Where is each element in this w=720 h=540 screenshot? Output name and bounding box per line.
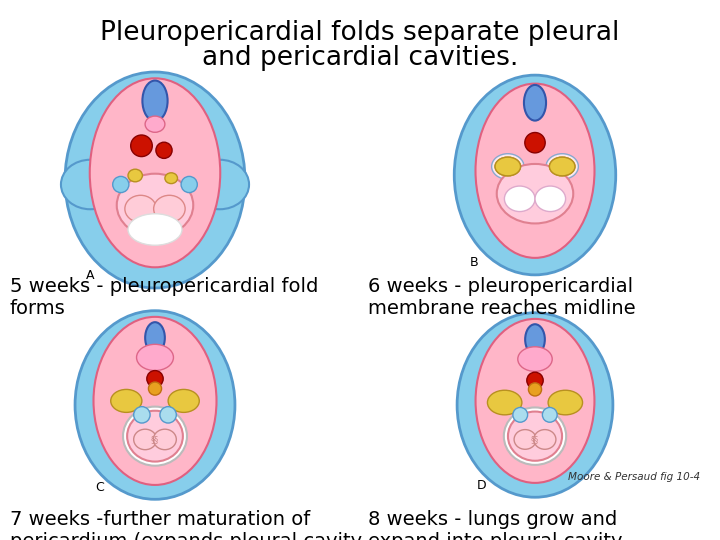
- Ellipse shape: [475, 319, 595, 483]
- Ellipse shape: [524, 85, 546, 120]
- Ellipse shape: [549, 157, 575, 176]
- Ellipse shape: [495, 157, 521, 176]
- Ellipse shape: [165, 173, 178, 184]
- Text: 6 weeks - pleuropericardial
membrane reaches midline: 6 weeks - pleuropericardial membrane rea…: [368, 277, 636, 318]
- Ellipse shape: [492, 154, 524, 179]
- Circle shape: [148, 382, 161, 395]
- Ellipse shape: [525, 324, 545, 355]
- Ellipse shape: [61, 160, 120, 209]
- Circle shape: [134, 407, 150, 423]
- Ellipse shape: [145, 116, 165, 132]
- Ellipse shape: [75, 310, 235, 500]
- Ellipse shape: [111, 389, 142, 413]
- Circle shape: [525, 132, 545, 153]
- Circle shape: [131, 135, 153, 157]
- Circle shape: [527, 372, 543, 389]
- Circle shape: [147, 370, 163, 387]
- Ellipse shape: [475, 84, 595, 258]
- Ellipse shape: [514, 430, 536, 449]
- Text: B: B: [469, 256, 478, 269]
- Ellipse shape: [65, 72, 245, 288]
- Ellipse shape: [94, 317, 217, 485]
- Text: 7 weeks -further maturation of
pericardium (expands pleural cavity: 7 weeks -further maturation of pericardi…: [10, 510, 362, 540]
- Ellipse shape: [535, 186, 566, 212]
- Circle shape: [181, 177, 197, 193]
- Circle shape: [113, 177, 129, 193]
- Ellipse shape: [134, 429, 157, 450]
- Ellipse shape: [534, 430, 556, 449]
- Text: 5 weeks - pleuropericardial fold
forms: 5 weeks - pleuropericardial fold forms: [10, 277, 318, 318]
- Ellipse shape: [505, 186, 535, 212]
- Ellipse shape: [145, 322, 165, 353]
- Circle shape: [160, 407, 176, 423]
- Ellipse shape: [143, 80, 168, 121]
- Text: D: D: [477, 480, 487, 492]
- Ellipse shape: [153, 195, 185, 222]
- Text: 8 weeks - lungs grow and
expand into pleural cavity: 8 weeks - lungs grow and expand into ple…: [368, 510, 623, 540]
- Ellipse shape: [508, 411, 562, 461]
- Ellipse shape: [168, 389, 199, 413]
- Circle shape: [528, 383, 541, 396]
- Ellipse shape: [548, 390, 582, 415]
- Ellipse shape: [518, 347, 552, 372]
- Text: C: C: [95, 481, 104, 494]
- Ellipse shape: [457, 313, 613, 497]
- Ellipse shape: [123, 407, 187, 465]
- Text: Pleuropericardial folds separate pleural: Pleuropericardial folds separate pleural: [100, 20, 620, 46]
- Ellipse shape: [125, 195, 156, 222]
- Ellipse shape: [128, 169, 143, 182]
- Text: §§: §§: [151, 435, 159, 444]
- Ellipse shape: [127, 411, 183, 462]
- Ellipse shape: [495, 157, 521, 176]
- Ellipse shape: [153, 429, 176, 450]
- Text: and pericardial cavities.: and pericardial cavities.: [202, 45, 518, 71]
- Text: A: A: [86, 269, 94, 282]
- Ellipse shape: [487, 390, 522, 415]
- Ellipse shape: [549, 157, 575, 176]
- Ellipse shape: [504, 408, 566, 465]
- Circle shape: [542, 408, 557, 422]
- Text: Moore & Persaud fig 10-4: Moore & Persaud fig 10-4: [568, 472, 700, 482]
- Circle shape: [156, 142, 172, 158]
- Text: §§: §§: [531, 435, 539, 444]
- Ellipse shape: [90, 78, 220, 267]
- Ellipse shape: [454, 75, 616, 275]
- Circle shape: [513, 408, 528, 422]
- Ellipse shape: [546, 154, 578, 179]
- Ellipse shape: [117, 174, 193, 237]
- Ellipse shape: [137, 345, 174, 370]
- Ellipse shape: [128, 214, 182, 245]
- Ellipse shape: [191, 160, 249, 209]
- Ellipse shape: [497, 164, 573, 224]
